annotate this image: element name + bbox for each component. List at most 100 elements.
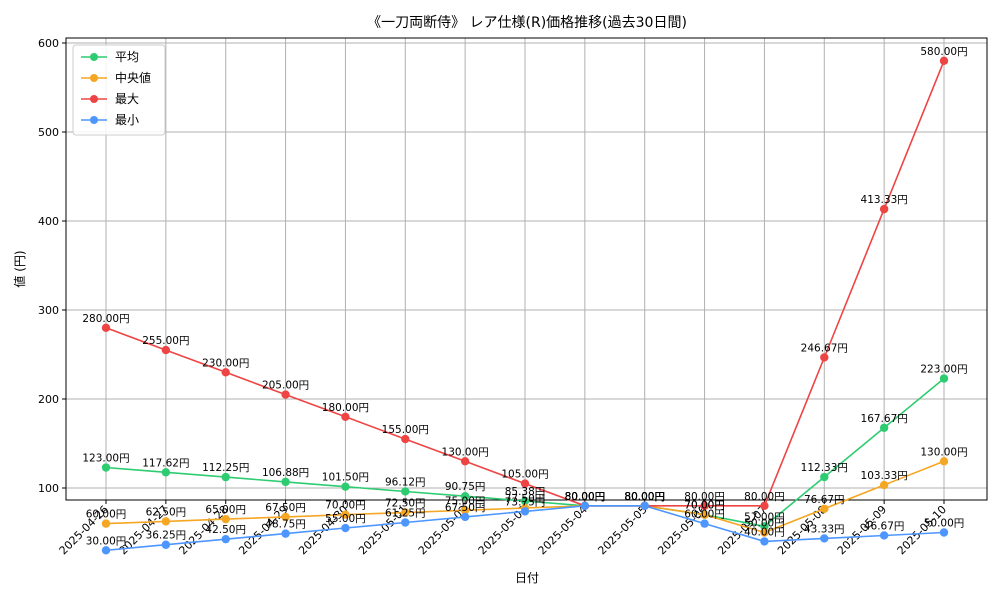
data-label: 80.00円 — [624, 491, 665, 503]
data-label: 80.00円 — [565, 491, 606, 503]
data-point — [700, 501, 709, 510]
series-group — [101, 56, 949, 555]
data-label: 90.75円 — [445, 481, 486, 493]
data-label: 80.00円 — [744, 491, 785, 503]
y-tick-label: 200 — [38, 393, 59, 406]
data-label: 46.67円 — [864, 520, 905, 532]
data-point — [281, 390, 290, 399]
y-axis-label: 値 (円) — [12, 250, 27, 287]
plot-area-frame — [65, 37, 988, 501]
data-point — [401, 434, 410, 444]
data-label: 60.00円 — [86, 509, 127, 521]
data-point — [760, 501, 769, 510]
legend-entry-label: 最大 — [115, 92, 139, 106]
data-label: 230.00円 — [202, 357, 249, 369]
data-point — [221, 514, 230, 524]
data-point — [341, 412, 350, 421]
data-point — [939, 457, 949, 466]
data-label: 36.25円 — [146, 530, 187, 542]
data-label: 76.67円 — [804, 494, 845, 506]
data-labels: 123.00円 117.62円 112.25円 106.88円 101.50円 96.12… — [82, 46, 967, 547]
data-label: 80.00円 — [565, 491, 606, 503]
data-point — [879, 480, 889, 490]
data-point — [341, 482, 350, 491]
legend-marker — [90, 74, 98, 82]
x-tick-label: 2025-05-04 — [536, 503, 590, 557]
data-label: 70.00円 — [684, 500, 725, 512]
y-tick-label: 300 — [38, 304, 59, 317]
legend-marker — [90, 95, 98, 103]
y-tick-label: 100 — [38, 482, 59, 495]
data-point — [161, 517, 171, 526]
data-label: 70.00円 — [684, 500, 725, 512]
data-point — [221, 534, 230, 544]
data-point — [221, 472, 230, 482]
data-label: 80.00円 — [565, 491, 606, 503]
data-label: 103.33円 — [861, 470, 908, 482]
data-point — [101, 463, 111, 472]
data-label: 80.00円 — [624, 491, 665, 503]
data-point — [879, 423, 889, 432]
data-point — [161, 468, 171, 477]
data-point — [640, 501, 649, 510]
data-point — [401, 518, 410, 527]
data-label: 77.50円 — [505, 493, 546, 505]
data-label: 130.00円 — [442, 446, 489, 458]
data-label: 80.00円 — [624, 491, 665, 503]
data-label: 57.00円 — [744, 511, 785, 523]
y-tick-label: 600 — [38, 37, 59, 50]
data-label: 30.00円 — [86, 535, 127, 547]
data-point — [101, 546, 111, 555]
data-label: 101.50円 — [322, 472, 369, 484]
data-label: 72.50円 — [385, 497, 426, 509]
data-label: 48.75円 — [265, 519, 306, 531]
data-point — [760, 537, 769, 546]
data-point — [161, 345, 171, 355]
data-point — [820, 353, 829, 362]
y-tick-label: 400 — [38, 215, 59, 228]
data-label: 40.00円 — [744, 526, 785, 538]
data-label: 50.00円 — [924, 518, 965, 530]
data-label: 80.00円 — [565, 491, 606, 503]
x-tick-label: 2025-05-05 — [595, 503, 649, 557]
data-point — [401, 508, 410, 517]
data-point — [879, 204, 889, 214]
data-point — [520, 507, 530, 516]
data-label: 70.00円 — [325, 500, 366, 512]
data-point — [939, 374, 949, 383]
chart-title: 《一刀両断侍》 レア仕様(R)価格推移(過去30日間) — [367, 15, 687, 31]
data-label: 205.00円 — [262, 380, 309, 392]
data-label: 96.12円 — [385, 476, 426, 488]
data-label: 167.67円 — [861, 413, 908, 425]
data-label: 42.50円 — [205, 524, 246, 536]
data-point — [341, 523, 350, 533]
data-label: 106.88円 — [262, 467, 309, 479]
data-label: 62.50円 — [146, 506, 187, 518]
data-point — [580, 501, 590, 510]
data-label: 61.25円 — [385, 507, 426, 519]
data-point — [221, 368, 230, 377]
data-label: 55.00円 — [325, 513, 366, 525]
data-label: 112.33円 — [801, 462, 848, 474]
data-point — [700, 519, 709, 528]
data-point — [281, 512, 290, 522]
data-label: 60.00円 — [684, 509, 725, 521]
data-point — [760, 528, 769, 537]
data-label: 130.00円 — [920, 446, 967, 458]
grid — [66, 38, 987, 500]
data-point — [820, 504, 829, 513]
data-point — [460, 457, 470, 466]
data-label: 413.33円 — [861, 194, 908, 206]
data-label: 117.62円 — [142, 457, 189, 469]
legend-marker — [90, 116, 98, 124]
data-label: 580.00円 — [920, 46, 967, 58]
data-point — [460, 512, 470, 522]
data-point — [281, 529, 290, 538]
y-axis: 100 200 300 400 500 600 — [38, 37, 66, 495]
data-point — [101, 519, 111, 528]
data-point — [820, 472, 829, 482]
x-axis-label: 日付 — [515, 571, 539, 585]
data-label: 155.00円 — [382, 424, 429, 436]
